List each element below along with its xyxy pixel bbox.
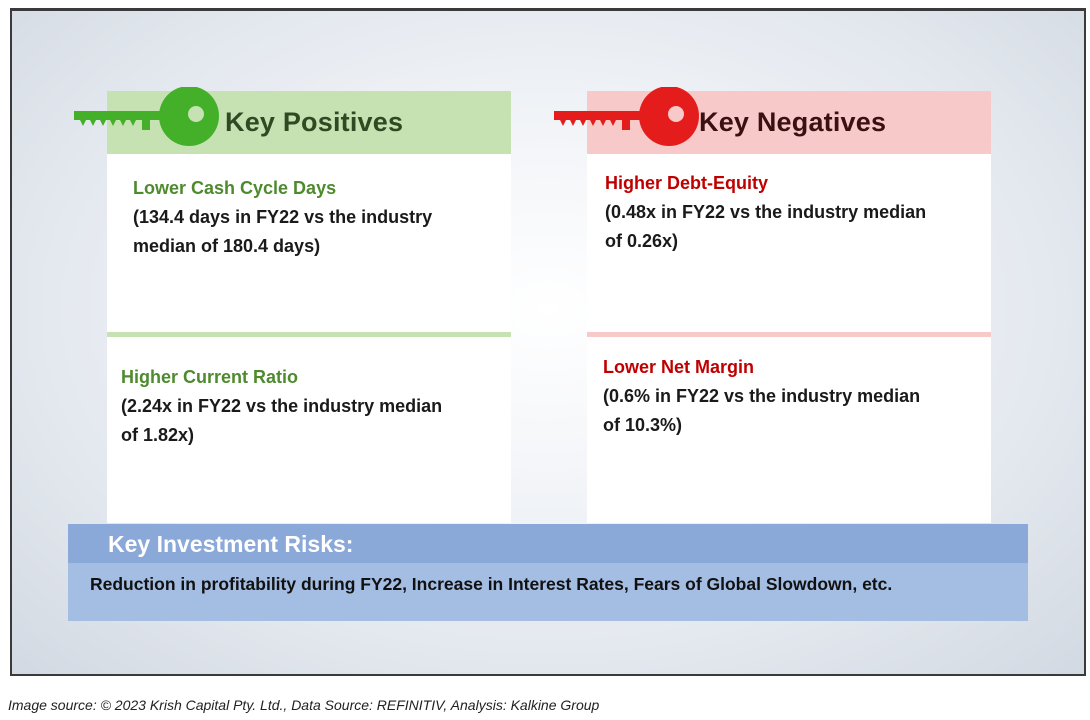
positive-item-body: median of 180.4 days) bbox=[133, 236, 321, 256]
key-negatives-header: Key Negatives bbox=[554, 87, 991, 154]
key-negatives-panel: Key Negatives Higher Debt-Equity (0.48x … bbox=[554, 87, 991, 523]
infographic-frame: Key Positives Lower Cash Cycle Days (134… bbox=[10, 8, 1086, 676]
negative-item-title: Lower Net Margin bbox=[603, 357, 755, 377]
key-investment-risks-title: Key Investment Risks: bbox=[108, 531, 354, 557]
positive-item-body: (134.4 days in FY22 vs the industry bbox=[133, 207, 433, 227]
negative-item-debt-equity: Higher Debt-Equity (0.48x in FY22 vs the… bbox=[605, 169, 926, 256]
red-key-icon bbox=[554, 87, 699, 146]
positive-item-current-ratio: Higher Current Ratio (2.24x in FY22 vs t… bbox=[121, 363, 442, 450]
key-investment-risks-text: Reduction in profitability during FY22, … bbox=[90, 574, 893, 594]
negative-item-body: (0.6% in FY22 vs the industry median bbox=[603, 386, 921, 406]
image-source-caption: Image source: © 2023 Krish Capital Pty. … bbox=[8, 697, 600, 713]
key-positives-title: Key Positives bbox=[225, 107, 404, 137]
negative-item-body: of 10.3%) bbox=[603, 415, 683, 435]
key-investment-risks-box: Key Investment Risks: Reduction in profi… bbox=[68, 524, 1028, 621]
positive-item-title: Higher Current Ratio bbox=[121, 367, 299, 387]
negative-item-body: (0.48x in FY22 vs the industry median bbox=[605, 202, 927, 222]
negative-item-net-margin: Lower Net Margin (0.6% in FY22 vs the in… bbox=[603, 353, 920, 440]
positive-item-cash-cycle: Lower Cash Cycle Days (134.4 days in FY2… bbox=[133, 174, 432, 261]
positives-divider bbox=[107, 332, 511, 337]
key-positives-header: Key Positives bbox=[74, 87, 511, 154]
negative-item-body: of 0.26x) bbox=[605, 231, 679, 251]
key-negatives-title: Key Negatives bbox=[699, 107, 887, 137]
negative-item-title: Higher Debt-Equity bbox=[605, 173, 769, 193]
positive-item-body: (2.24x in FY22 vs the industry median bbox=[121, 396, 443, 416]
positive-item-body: of 1.82x) bbox=[121, 425, 195, 445]
positive-item-title: Lower Cash Cycle Days bbox=[133, 178, 337, 198]
negatives-divider bbox=[587, 332, 991, 337]
green-key-icon bbox=[74, 87, 219, 146]
key-positives-panel: Key Positives Lower Cash Cycle Days (134… bbox=[74, 87, 511, 523]
key-investment-risks-header: Key Investment Risks: bbox=[68, 524, 1028, 563]
